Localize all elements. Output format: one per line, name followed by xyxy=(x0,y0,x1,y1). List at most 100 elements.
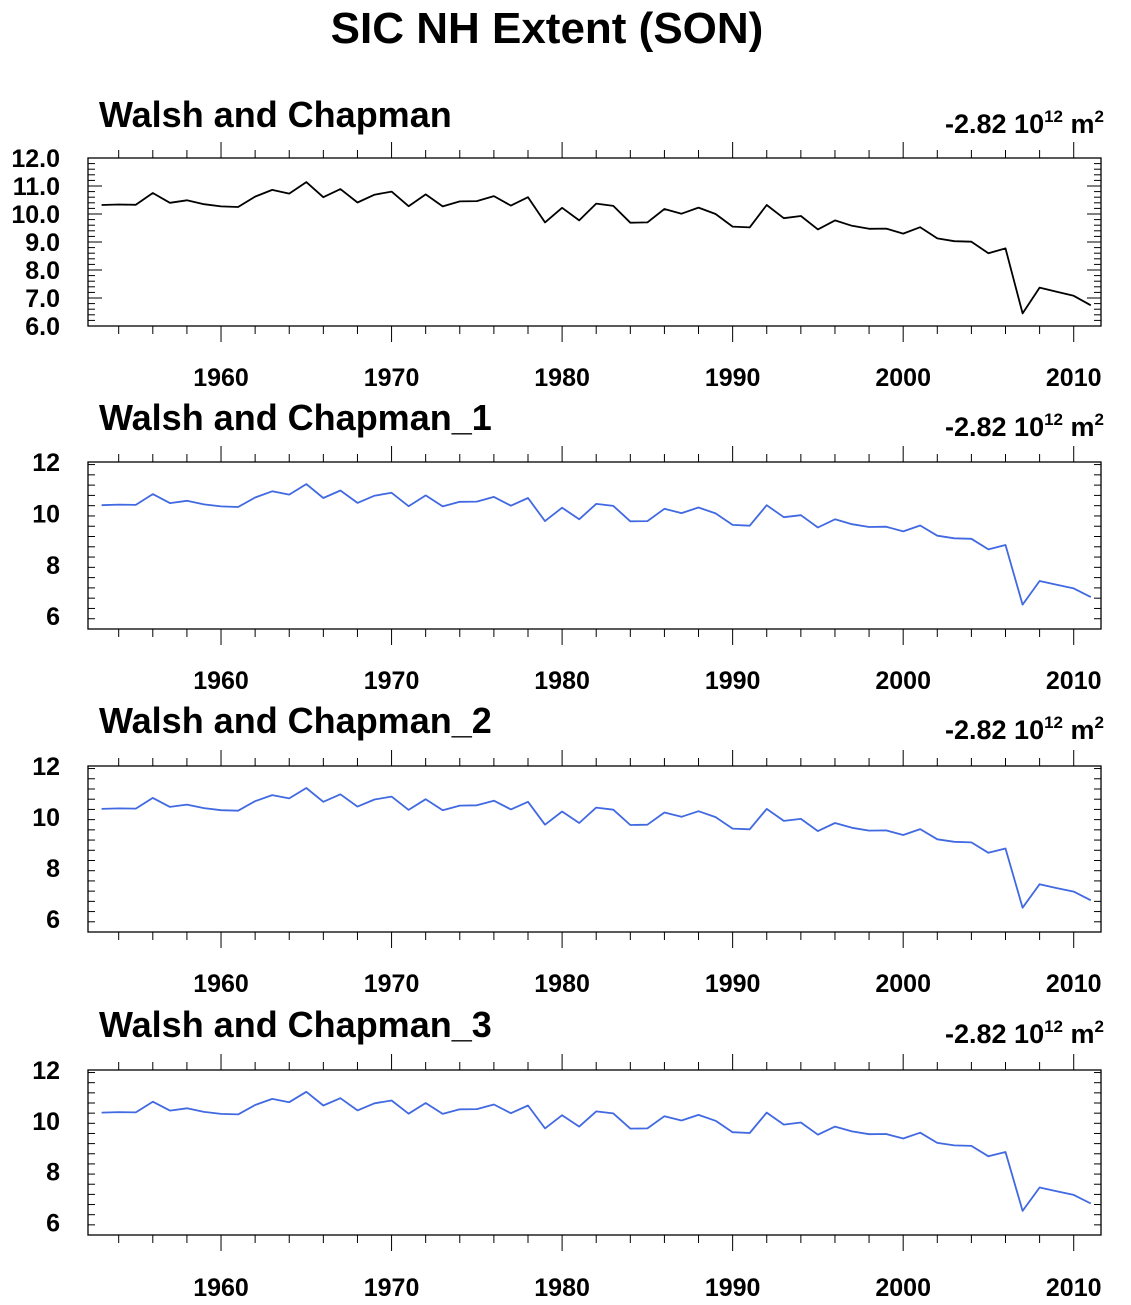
x-tick-label: 1960 xyxy=(193,970,249,998)
data-point xyxy=(663,1115,665,1117)
data-point xyxy=(1073,295,1075,297)
data-point xyxy=(646,1127,648,1129)
data-point xyxy=(374,495,376,497)
data-point xyxy=(749,525,751,527)
data-point xyxy=(254,497,256,499)
data-point xyxy=(152,192,154,194)
data-point xyxy=(1039,287,1041,289)
data-point xyxy=(868,228,870,230)
data-point xyxy=(800,1122,802,1124)
data-point xyxy=(578,822,580,824)
data-point xyxy=(135,808,137,810)
data-point xyxy=(186,500,188,502)
data-point xyxy=(629,520,631,522)
data-point xyxy=(476,1108,478,1110)
data-point xyxy=(595,503,597,505)
x-tick-label: 1990 xyxy=(705,1274,761,1302)
series-line xyxy=(101,483,1092,606)
data-point xyxy=(118,807,120,809)
data-point xyxy=(510,505,512,507)
data-point xyxy=(1022,907,1024,909)
data-point xyxy=(544,520,546,522)
data-point xyxy=(391,1100,393,1102)
data-point xyxy=(834,518,836,520)
data-point xyxy=(902,233,904,235)
data-point xyxy=(987,852,989,854)
x-tick-label: 1970 xyxy=(364,970,420,998)
data-point xyxy=(646,221,648,223)
data-point xyxy=(425,1102,427,1104)
data-point xyxy=(271,490,273,492)
data-point xyxy=(766,204,768,206)
data-point xyxy=(646,520,648,522)
data-point xyxy=(186,1107,188,1109)
data-point xyxy=(493,195,495,197)
y-tick-label: 12 xyxy=(32,1057,60,1085)
data-point xyxy=(953,537,955,539)
data-point xyxy=(919,1132,921,1134)
data-point xyxy=(919,828,921,830)
x-tick-label: 1960 xyxy=(193,364,249,392)
data-point xyxy=(237,206,239,208)
data-point xyxy=(902,834,904,836)
data-point xyxy=(271,1098,273,1100)
data-point xyxy=(1073,891,1075,893)
chart-panel-4: Walsh and Chapman_3 -2.82 1012 m2 1960 1970… xyxy=(32,1004,1104,1302)
data-point xyxy=(510,1112,512,1114)
x-tick-label: 2010 xyxy=(1046,364,1102,392)
data-point xyxy=(817,228,819,230)
data-point xyxy=(749,226,751,228)
chart-panel-1: Walsh and Chapman -2.82 1012 m2 1960 1970 19… xyxy=(11,94,1104,392)
data-point xyxy=(391,191,393,193)
data-point xyxy=(220,1113,222,1115)
data-point xyxy=(1022,312,1024,314)
y-tick-label: 12.0 xyxy=(11,145,60,173)
data-point xyxy=(169,1110,171,1112)
data-point xyxy=(527,196,529,198)
data-point xyxy=(135,504,137,506)
data-point xyxy=(493,1104,495,1106)
data-point xyxy=(885,1133,887,1135)
data-point xyxy=(936,838,938,840)
data-point xyxy=(1039,883,1041,885)
data-point xyxy=(339,793,341,795)
x-tick-label: 2000 xyxy=(875,970,931,998)
data-point xyxy=(936,237,938,239)
data-point xyxy=(698,1114,700,1116)
y-tick-label: 9.0 xyxy=(25,229,60,257)
x-tick-label: 1970 xyxy=(364,1274,420,1302)
data-point xyxy=(237,810,239,812)
data-point xyxy=(408,1113,410,1115)
data-point xyxy=(834,219,836,221)
data-point xyxy=(698,810,700,812)
data-point xyxy=(459,501,461,503)
data-point xyxy=(732,1131,734,1133)
data-point xyxy=(595,1110,597,1112)
plot-frame xyxy=(87,461,1102,630)
data-point xyxy=(766,808,768,810)
data-point xyxy=(629,222,631,224)
data-point xyxy=(544,824,546,826)
data-point xyxy=(152,493,154,495)
data-point xyxy=(987,252,989,254)
data-point xyxy=(663,812,665,814)
x-tick-label: 2000 xyxy=(875,667,931,695)
data-point xyxy=(357,806,359,808)
y-tick-label: 6.0 xyxy=(25,313,60,341)
data-point xyxy=(408,505,410,507)
data-point xyxy=(527,801,529,803)
data-point xyxy=(357,1109,359,1111)
data-point xyxy=(953,240,955,242)
data-point xyxy=(612,205,614,207)
data-point xyxy=(851,225,853,227)
data-point xyxy=(305,1091,307,1093)
y-tick-label: 6 xyxy=(46,1209,60,1237)
chart-title: Walsh and Chapman xyxy=(99,94,452,135)
data-point xyxy=(970,241,972,243)
data-point xyxy=(237,506,239,508)
data-point xyxy=(135,204,137,206)
data-point xyxy=(271,189,273,191)
data-point xyxy=(1056,1190,1058,1192)
data-point xyxy=(868,830,870,832)
data-point xyxy=(1005,848,1007,850)
